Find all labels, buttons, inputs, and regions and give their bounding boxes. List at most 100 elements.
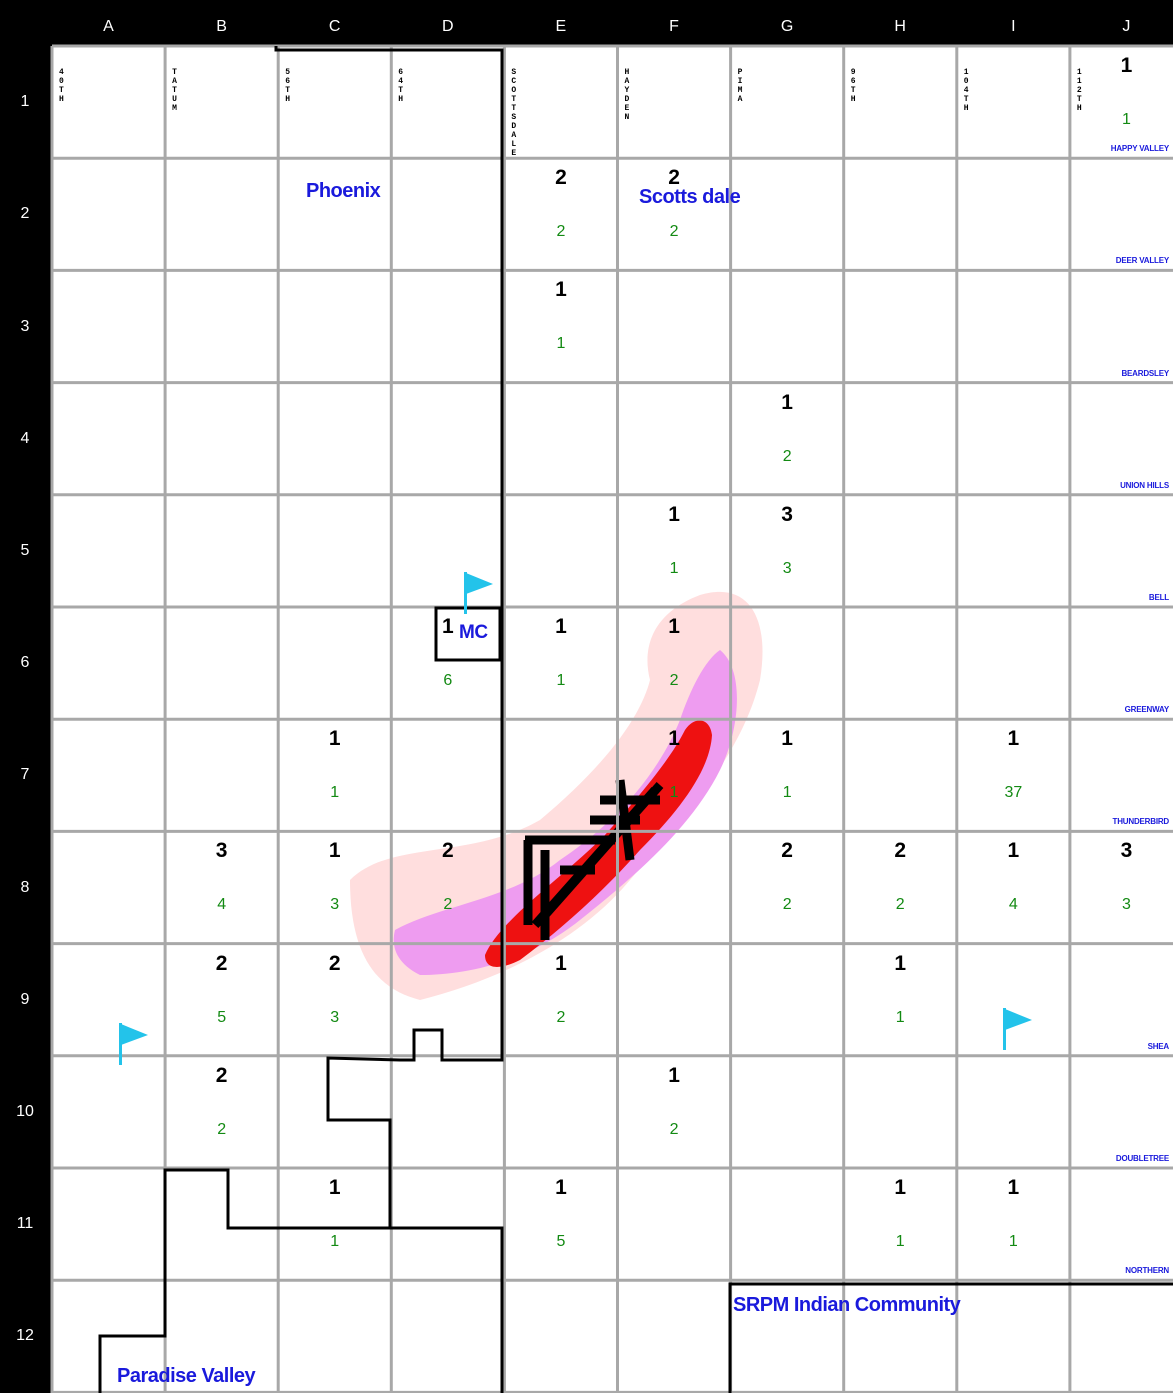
cell-count-primary: 1 (668, 502, 680, 526)
incident-cluster-mark (541, 782, 664, 918)
row-header: 12 (16, 1327, 34, 1345)
cell-count-primary: 1 (894, 1176, 907, 1199)
street-label: 112TH (1076, 68, 1082, 113)
cell-count-secondary: 5 (217, 1008, 227, 1026)
cell-count-secondary: 3 (1121, 896, 1131, 914)
cell-count-secondary: 2 (782, 447, 792, 465)
row-header: 11 (16, 1215, 34, 1233)
cell-count-secondary: 2 (669, 672, 679, 689)
cell-count-primary: 2 (555, 166, 567, 190)
cell-count-secondary: 2 (556, 1008, 566, 1026)
street-label: UNION HILLS (1120, 480, 1169, 490)
flag-icon[interactable] (463, 572, 497, 614)
density-low-area (350, 591, 763, 1000)
place-label-mc: MC (459, 622, 488, 643)
cell-count-primary: 1 (894, 951, 907, 975)
street-label: NORTHERN (1125, 1266, 1169, 1276)
row-header: 7 (20, 766, 30, 784)
cell-count-secondary: 2 (669, 1120, 679, 1138)
cell-count-primary: 1 (328, 727, 341, 751)
cell-count-primary: 1 (442, 615, 454, 638)
column-header: J (1122, 18, 1131, 35)
cell-count-secondary: 2 (669, 223, 679, 241)
street-label: PIMA (737, 68, 743, 104)
cell-count-secondary: 2 (782, 896, 792, 914)
incident-cluster-mark (615, 779, 635, 861)
cell-count-primary: 1 (1007, 1176, 1020, 1199)
place-label-scottsdale: Scotts dale (639, 186, 741, 208)
column-header: A (103, 18, 114, 35)
cell-count-secondary: 1 (669, 784, 679, 802)
column-header: C (328, 18, 341, 35)
column-header: F (669, 18, 679, 35)
cell-count-primary: 1 (1120, 54, 1133, 77)
cell-count-secondary: 2 (895, 896, 905, 914)
cell-count-primary: 1 (668, 727, 680, 751)
cell-count-secondary: 2 (556, 223, 566, 241)
cell-count-secondary: 1 (782, 784, 792, 802)
street-label: 40TH (59, 68, 64, 104)
cell-count-primary: 2 (442, 839, 454, 863)
cell-count-primary: 2 (668, 166, 680, 190)
cell-count-secondary: 6 (443, 672, 453, 689)
cell-count-secondary: 1 (556, 672, 566, 689)
cell-count-secondary: 37 (1004, 784, 1023, 802)
cell-count-secondary: 1 (669, 559, 679, 577)
street-label: HAPPY VALLEY (1110, 144, 1169, 154)
cell-count-secondary: 4 (217, 896, 227, 914)
cell-count-secondary: 2 (217, 1120, 227, 1138)
column-header: H (894, 18, 906, 35)
street-label: SHEA (1147, 1041, 1170, 1051)
cell-count-primary: 1 (328, 1176, 341, 1199)
column-header: I (1011, 18, 1016, 35)
cell-count-secondary: 4 (1008, 896, 1018, 914)
row-header: 10 (16, 1102, 34, 1120)
row-header: 4 (20, 429, 30, 447)
cell-count-primary: 2 (215, 951, 228, 975)
flag-icon[interactable] (1002, 1008, 1036, 1050)
street-label: 64TH (398, 68, 404, 104)
cell-count-secondary: 2 (443, 896, 453, 914)
column-header: E (555, 18, 567, 35)
cell-count-primary: 2 (781, 839, 793, 863)
cell-count-secondary: 5 (556, 1233, 566, 1250)
cell-count-secondary: 1 (330, 784, 340, 802)
cell-count-primary: 1 (781, 390, 793, 414)
cell-count-primary: 1 (555, 951, 567, 975)
cell-count-secondary: 1 (556, 335, 566, 353)
street-label: SCOTTSDALE (511, 68, 517, 158)
place-label-srpm: SRPM Indian Community (733, 1294, 961, 1316)
city-boundary (98, 1168, 390, 1393)
cell-count-primary: 3 (1120, 839, 1133, 863)
cell-count-secondary: 1 (1008, 1233, 1018, 1250)
flag-icon[interactable] (118, 1023, 152, 1065)
cell-count-secondary: 1 (895, 1233, 905, 1250)
street-label: 104TH (963, 68, 969, 113)
city-boundary (274, 46, 504, 1393)
row-header: 5 (20, 541, 30, 559)
city-boundary (728, 1282, 1173, 1393)
cell-count-primary: 1 (1007, 727, 1020, 751)
street-label: 96TH (850, 68, 856, 104)
cell-count-primary: 3 (781, 502, 793, 526)
cell-count-secondary: 3 (782, 559, 792, 577)
cell-count-secondary: 3 (330, 1008, 340, 1026)
cell-count-primary: 1 (668, 615, 680, 638)
cell-count-secondary: 1 (330, 1233, 340, 1250)
cell-count-primary: 2 (328, 951, 341, 975)
row-header: 2 (20, 205, 30, 223)
row-header: 6 (20, 654, 30, 672)
row-header: 1 (20, 93, 30, 111)
row-header: 3 (20, 317, 30, 335)
street-label: 56TH (285, 68, 290, 104)
cell-count-primary: 1 (555, 1176, 567, 1199)
place-label-paradise-valley: Paradise Valley (117, 1365, 256, 1387)
cell-count-primary: 2 (215, 1063, 228, 1087)
street-label: BELL (1148, 593, 1169, 602)
street-label: DOUBLETREE (1115, 1154, 1169, 1163)
cell-count-primary: 1 (781, 727, 793, 751)
cell-count-secondary: 3 (330, 896, 340, 914)
street-label: THUNDERBIRD (1112, 817, 1170, 827)
street-label: DEER VALLEY (1115, 256, 1169, 266)
cell-count-primary: 2 (894, 839, 907, 863)
